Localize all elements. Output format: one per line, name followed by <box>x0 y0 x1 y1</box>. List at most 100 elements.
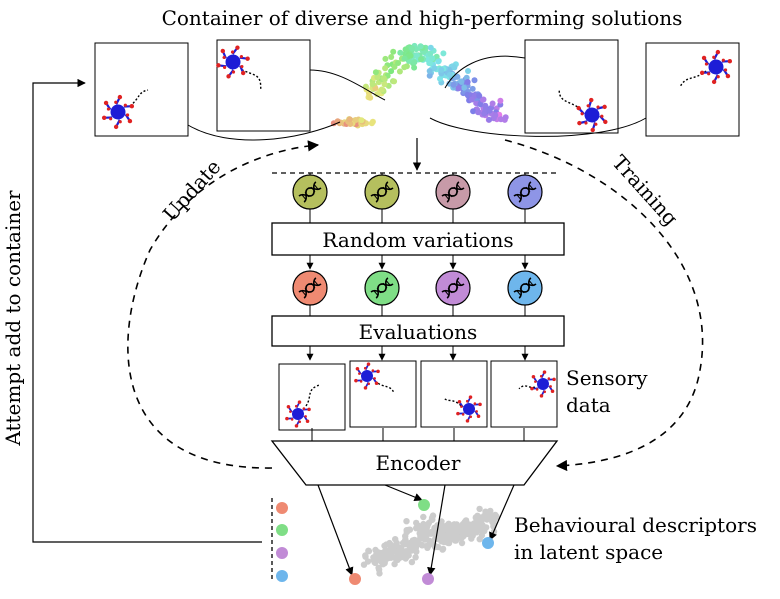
offspring-genome <box>507 270 543 306</box>
archive-point <box>477 101 484 108</box>
latent-point <box>403 553 410 561</box>
archive-point <box>402 46 409 53</box>
archive-point <box>455 85 462 92</box>
hexapod-robot-icon <box>216 45 262 90</box>
archive-point <box>418 56 424 63</box>
latent-point <box>381 560 388 567</box>
archive-point <box>411 64 418 71</box>
latent-point <box>476 505 483 513</box>
archive-point <box>470 108 477 115</box>
dna-icon <box>513 277 537 299</box>
latent-point <box>438 524 446 532</box>
archive-point <box>427 59 433 66</box>
hexapod-robot-icon <box>679 49 733 88</box>
archive-point <box>502 114 509 121</box>
archive-point <box>391 78 398 85</box>
evaluations-label: Evaluations <box>359 320 478 344</box>
diagram-title: Container of diverse and high-performing… <box>162 6 683 30</box>
latent-point <box>392 536 399 543</box>
sensory-box-3 <box>420 360 488 428</box>
descriptor-legend <box>276 502 288 582</box>
parent-genome <box>364 174 400 210</box>
offspring-genome <box>292 270 328 306</box>
archive-point <box>407 52 414 59</box>
archive-point <box>409 45 416 52</box>
latent-point <box>458 539 466 547</box>
archive-point <box>476 92 483 99</box>
sensory-box-2 <box>349 360 417 428</box>
evaluations-box <box>271 315 565 347</box>
archive-point <box>451 64 458 71</box>
latent-descriptors <box>349 499 494 585</box>
archive-point <box>390 48 397 55</box>
descriptor-blue <box>482 537 494 549</box>
archive-point <box>427 50 434 57</box>
archive-point <box>458 78 465 85</box>
archive-point <box>411 59 418 66</box>
latent-point <box>457 534 465 541</box>
sensory-label: Sensory data <box>566 366 654 417</box>
archive-point <box>471 77 478 84</box>
latent-point <box>420 513 427 521</box>
latent-point <box>434 530 442 538</box>
archive-point <box>431 65 438 72</box>
latent-point <box>450 532 458 539</box>
descriptor-purple <box>422 573 434 585</box>
robot-sensory-snapshots <box>285 362 556 428</box>
archive-point <box>446 71 453 78</box>
latent-point <box>480 513 487 521</box>
archive-point <box>380 75 387 82</box>
latent-point <box>493 512 500 520</box>
random-variations-box <box>271 222 565 256</box>
archive-point <box>479 96 486 103</box>
latent-point <box>478 522 485 529</box>
archive-point <box>440 50 447 57</box>
latent-point <box>411 546 418 553</box>
archive-point <box>486 116 493 123</box>
snapshot-box-4 <box>645 42 740 137</box>
archive-point <box>429 55 436 62</box>
archive-point <box>401 55 408 62</box>
latent-point <box>375 564 382 571</box>
dna-icon <box>298 181 322 203</box>
parent-genomes <box>292 174 543 210</box>
offspring-genomes <box>292 270 543 306</box>
encoder-label: Encoder <box>376 451 461 475</box>
latent-point <box>419 542 426 549</box>
archive-point <box>492 112 499 119</box>
latent-point <box>487 507 494 515</box>
latent-point <box>365 547 372 555</box>
descriptors-label: Behavioural descriptors in latent space <box>514 513 763 564</box>
archive-point <box>369 81 376 88</box>
snapshot-box-2 <box>216 39 311 132</box>
hexapod-robot-icon <box>101 89 149 130</box>
sensory-box-4 <box>490 360 558 428</box>
archive-point <box>395 60 402 66</box>
dna-icon <box>441 181 465 203</box>
archive-point <box>382 65 389 72</box>
snapshot-connectors <box>187 55 647 141</box>
latent-point <box>409 537 417 544</box>
legend-dot-red <box>276 502 288 514</box>
archive-point <box>374 74 381 81</box>
latent-point <box>371 558 378 565</box>
encoder-output-arrows <box>317 484 515 576</box>
archive-point <box>346 116 353 123</box>
hexapod-robot-icon <box>442 395 482 423</box>
archive-point <box>382 55 389 62</box>
archive-point <box>374 91 381 98</box>
latent-point <box>376 570 383 577</box>
archive-point <box>347 121 354 127</box>
archive-point <box>396 68 403 75</box>
archive-point <box>465 68 471 74</box>
latent-point <box>412 554 419 561</box>
legend-dot-purple <box>276 547 288 559</box>
hexapod-robot-icon <box>558 90 608 133</box>
latent-point <box>417 534 424 542</box>
archive-point <box>401 64 408 71</box>
latent-point <box>382 549 389 556</box>
latent-space-cloud <box>360 505 500 577</box>
descriptor-red <box>349 573 361 585</box>
robot-snapshots <box>101 45 733 133</box>
archive-point <box>381 81 388 88</box>
